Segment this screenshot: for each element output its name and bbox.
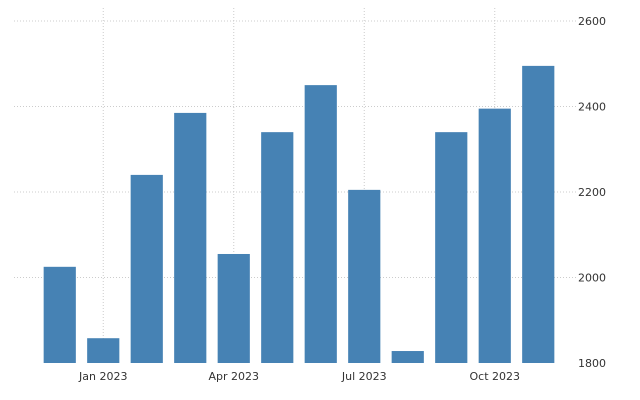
- bar: [174, 112, 207, 363]
- x-tick-label: Apr 2023: [208, 370, 259, 383]
- bar: [130, 174, 163, 363]
- y-tick-label: 2400: [578, 101, 606, 114]
- bar: [87, 338, 120, 363]
- bar: [391, 351, 424, 363]
- y-tick-label: 2000: [578, 272, 606, 285]
- bar: [43, 266, 76, 363]
- bar: [435, 132, 468, 363]
- y-tick-label: 2600: [578, 15, 606, 28]
- bar: [348, 189, 381, 363]
- x-tick-label: Jan 2023: [78, 370, 127, 383]
- y-tick-label: 2200: [578, 186, 606, 199]
- bar: [478, 108, 511, 363]
- y-axis-tick-labels: 1800 2000 2200 2400 2600: [578, 15, 606, 370]
- x-tick-label: Jul 2023: [341, 370, 387, 383]
- bar: [304, 85, 337, 363]
- x-tick-label: Oct 2023: [469, 370, 520, 383]
- bars: [43, 65, 555, 363]
- y-tick-label: 1800: [578, 357, 606, 370]
- bar: [261, 132, 294, 363]
- x-axis-tick-labels: Jan 2023 Apr 2023 Jul 2023 Oct 2023: [78, 370, 520, 383]
- bar: [217, 253, 250, 363]
- bar: [522, 65, 555, 363]
